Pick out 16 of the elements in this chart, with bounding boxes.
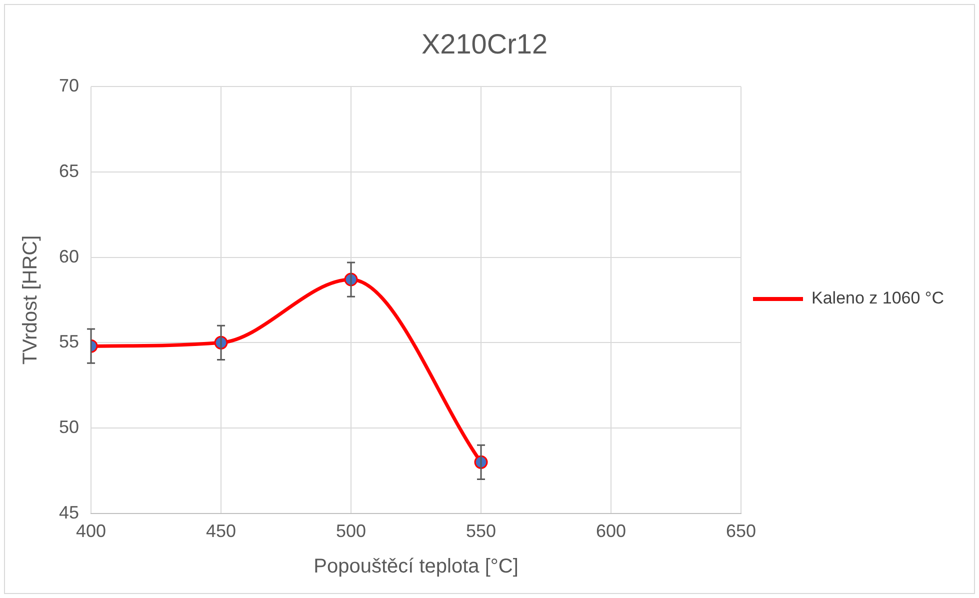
legend-label: Kaleno z 1060 °C [812, 288, 944, 308]
y-axis-title: TVrdost [HRC] [20, 235, 42, 365]
y-tick-label: 45 [58, 502, 80, 522]
y-tick-label: 50 [58, 417, 80, 438]
x-axis-title: Popouštěcí teplota [°C] [314, 556, 518, 578]
x-tick-label: 550 [466, 521, 496, 542]
x-tick-label: 650 [726, 521, 756, 542]
x-tick-label: 450 [206, 521, 236, 542]
chart-title: X210Cr12 [421, 28, 548, 60]
x-tick-label: 400 [76, 521, 106, 542]
x-tick-label: 600 [596, 521, 626, 542]
y-tick-label: 65 [58, 160, 80, 181]
y-tick-label: 60 [58, 246, 80, 266]
y-tick-label: 70 [58, 76, 80, 96]
y-tick-label: 55 [58, 332, 80, 352]
x-tick-label: 500 [336, 521, 366, 542]
